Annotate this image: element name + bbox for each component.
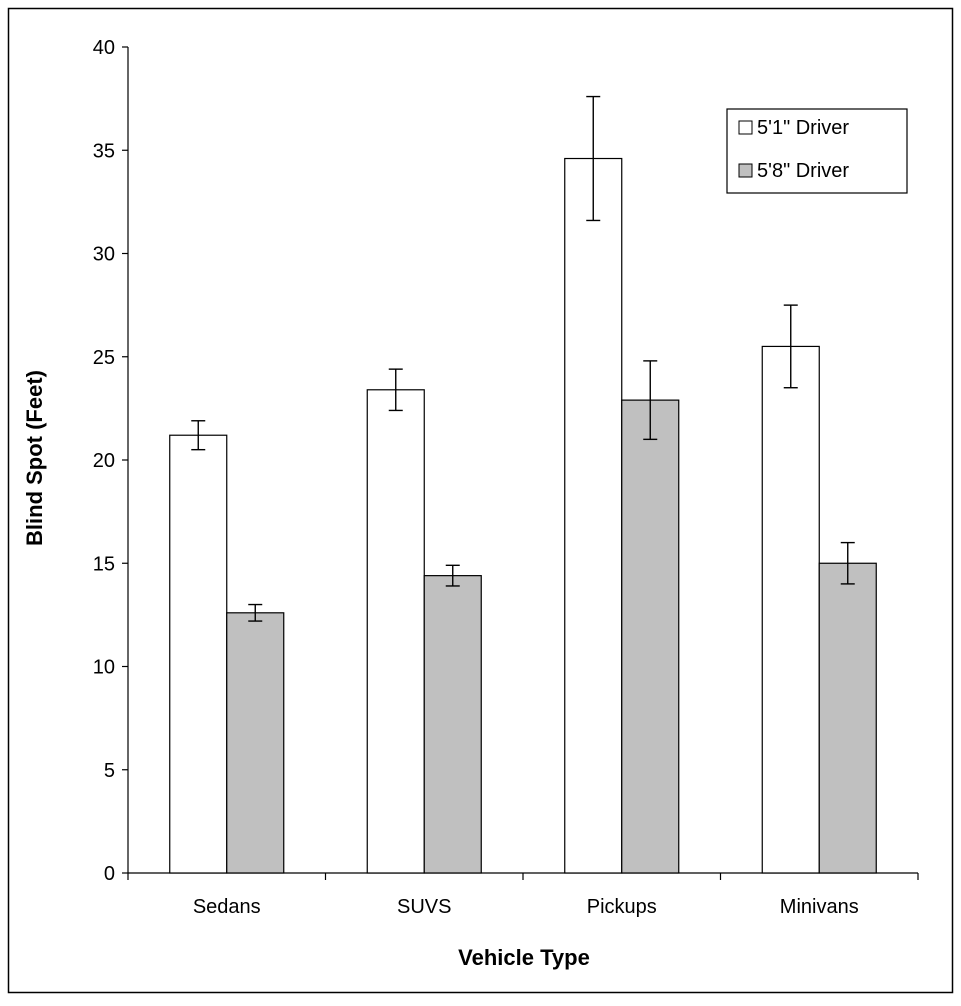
y-tick-label: 15 [93, 553, 115, 575]
x-axis-title: Vehicle Type [458, 945, 590, 970]
plot-area: 0 5 10 15 20 25 30 35 40 Sedans SUVS Pickups Minivan… [93, 37, 919, 918]
y-tick-label: 35 [93, 140, 115, 162]
bar-5ft1-suvs [366, 389, 425, 874]
x-tick-label: Minivans [780, 896, 859, 918]
y-tick-label: 5 [104, 760, 115, 782]
legend-label-5ft8: 5'8" Driver [757, 160, 849, 182]
bar-5ft1-sedans [169, 434, 228, 874]
y-tick-label: 0 [104, 863, 115, 885]
y-axis-title: Blind Spot (Feet) [22, 370, 47, 546]
x-tick-label: Sedans [193, 896, 261, 918]
x-tick-label: SUVS [397, 896, 451, 918]
y-tick-label: 25 [93, 347, 115, 369]
legend-swatch-5ft1 [738, 120, 753, 135]
y-tick-label: 40 [93, 37, 115, 59]
legend-box [726, 108, 908, 194]
y-tick-label: 20 [93, 450, 115, 472]
bar-5ft8-minivans [818, 562, 877, 874]
x-tick-label: Pickups [587, 896, 657, 918]
bar-5ft8-sedans [226, 612, 285, 874]
bar-5ft1-pickups [564, 157, 623, 874]
legend-label-5ft1: 5'1" Driver [757, 117, 849, 139]
y-tick-label: 30 [93, 244, 115, 266]
legend: 5'1" Driver 5'8" Driver [726, 108, 908, 194]
bar-5ft1-minivans [761, 345, 820, 874]
bar-5ft8-suvs [423, 575, 482, 874]
legend-swatch-5ft8 [738, 163, 753, 178]
bar-5ft8-pickups [621, 399, 680, 874]
y-tick-label: 10 [93, 657, 115, 679]
